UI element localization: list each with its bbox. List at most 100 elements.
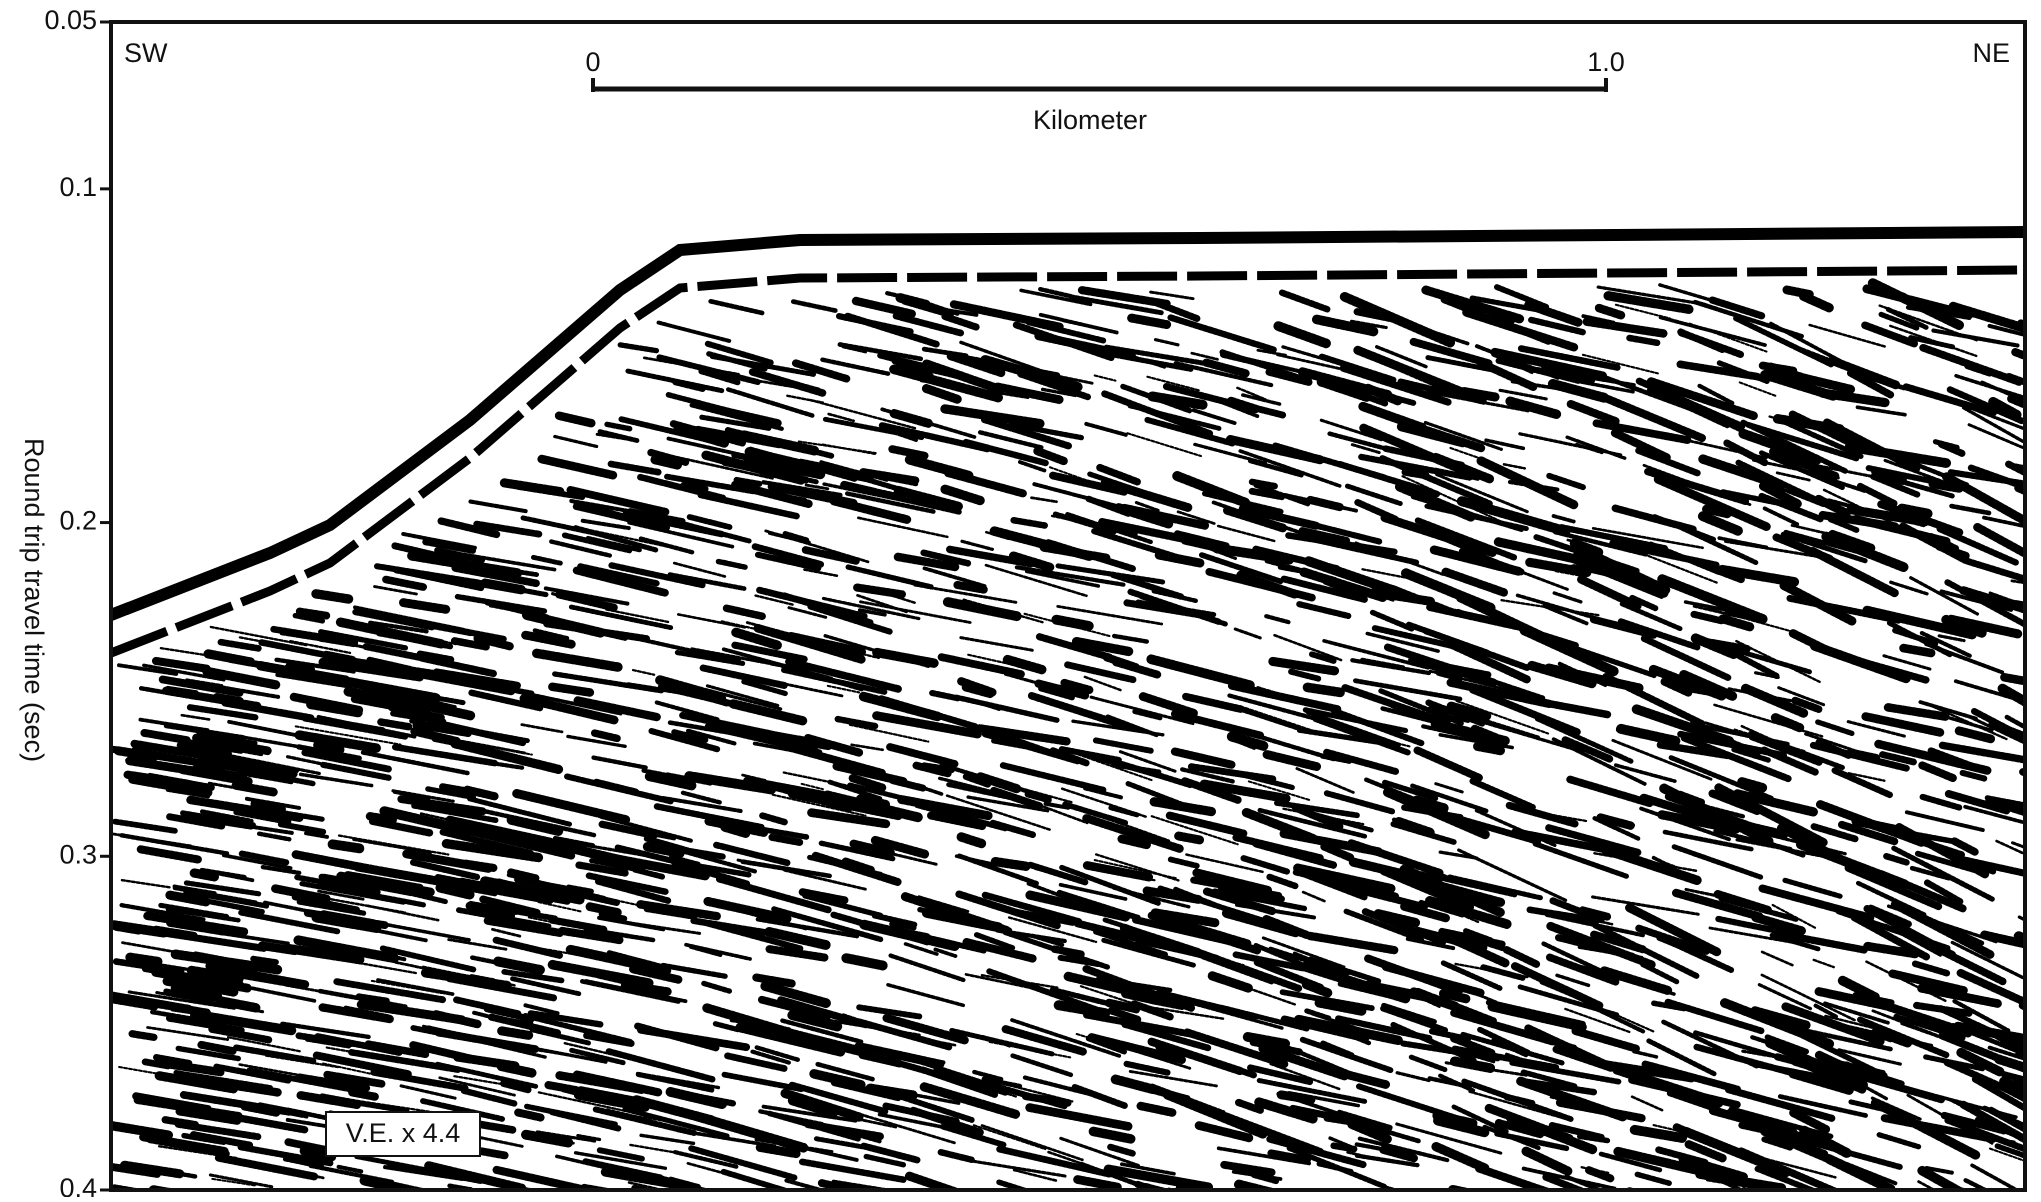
reflection-stroke bbox=[1835, 771, 1890, 795]
reflection-stroke bbox=[518, 1113, 542, 1118]
reflection-stroke bbox=[961, 837, 981, 843]
reflection-stroke bbox=[648, 847, 680, 853]
reflection-stroke bbox=[144, 733, 187, 740]
reflection-stroke bbox=[1339, 1073, 1386, 1085]
reflection-stroke bbox=[374, 1194, 415, 1197]
y-tick-label: 0.1 bbox=[59, 172, 97, 202]
y-tick-label: 0.4 bbox=[59, 1173, 97, 1197]
reflection-stroke bbox=[1972, 1165, 2041, 1197]
reflection-stroke bbox=[1282, 293, 1329, 310]
reflection-stroke bbox=[490, 1192, 525, 1197]
reflection-stroke bbox=[1055, 949, 1081, 954]
reflection-stroke bbox=[633, 670, 654, 675]
reflection-stroke bbox=[471, 502, 526, 512]
reflection-stroke bbox=[1904, 648, 1932, 653]
reflection-stroke bbox=[1310, 500, 1339, 507]
reflection-stroke bbox=[383, 924, 469, 940]
reflection-stroke bbox=[1630, 1192, 1658, 1197]
reflection-stroke bbox=[1740, 382, 1777, 396]
reflection-stroke bbox=[793, 302, 837, 311]
y-tick-label: 0.2 bbox=[59, 506, 97, 536]
reflection-stroke bbox=[1093, 1131, 1131, 1139]
scale-bar-tick-label: 0 bbox=[585, 47, 600, 77]
reflection-stroke bbox=[1089, 1192, 1164, 1197]
reflection-stroke bbox=[1619, 730, 1664, 738]
reflection-stroke bbox=[590, 907, 618, 913]
reflection-stroke bbox=[1956, 681, 2041, 711]
reflection-stroke bbox=[1615, 508, 1693, 529]
reflection-stroke bbox=[1399, 822, 1430, 833]
reflection-stroke bbox=[1787, 290, 1811, 295]
reflection-stroke bbox=[1629, 338, 1658, 343]
reflection-stroke bbox=[122, 880, 171, 887]
reflection-stroke bbox=[472, 958, 497, 963]
reflection-stroke bbox=[1171, 318, 1274, 350]
reflection-stroke bbox=[1922, 765, 1954, 778]
reflection-stroke bbox=[1443, 994, 1467, 1000]
reflection-stroke bbox=[1075, 1087, 1125, 1105]
reflection-stroke bbox=[236, 1048, 314, 1062]
reflection-stroke bbox=[1589, 1170, 1612, 1179]
reflection-stroke bbox=[1662, 579, 1763, 619]
reflection-stroke bbox=[760, 1148, 796, 1154]
reflection-stroke bbox=[1107, 657, 1136, 667]
reflection-stroke bbox=[118, 751, 154, 757]
reflection-stroke bbox=[1327, 752, 1396, 771]
chart: Round trip travel time (sec) SW NE V.E. … bbox=[0, 0, 2041, 1197]
reflection-stroke bbox=[1857, 407, 1906, 415]
reflection-stroke bbox=[1317, 319, 1375, 331]
reflection-stroke bbox=[1127, 433, 1201, 456]
reflection-stroke bbox=[202, 986, 233, 992]
reflection-stroke bbox=[945, 489, 980, 500]
reflection-stroke bbox=[910, 460, 969, 476]
seismic-reflections bbox=[111, 232, 2041, 1197]
reflection-stroke bbox=[207, 671, 276, 684]
reflection-stroke bbox=[1886, 856, 1906, 862]
reflection-stroke bbox=[1297, 769, 1353, 793]
reflection-stroke bbox=[182, 715, 209, 719]
reflection-stroke bbox=[1310, 936, 1394, 950]
reflection-stroke bbox=[426, 542, 474, 551]
reflection-stroke bbox=[1952, 506, 1991, 513]
reflection-stroke bbox=[121, 1191, 212, 1197]
reflection-stroke bbox=[948, 602, 1017, 616]
reflection-stroke bbox=[1156, 340, 1179, 345]
reflection-stroke bbox=[1224, 1165, 1272, 1173]
reflection-stroke bbox=[555, 436, 597, 446]
reflection-stroke bbox=[1186, 697, 1241, 709]
reflection-stroke bbox=[1317, 540, 1416, 562]
reflection-stroke bbox=[1933, 484, 1959, 488]
reflection-stroke bbox=[1504, 464, 1525, 468]
reflection-stroke bbox=[299, 1036, 352, 1044]
reflection-stroke bbox=[1179, 836, 1200, 840]
reflection-stroke bbox=[674, 563, 725, 576]
reflection-stroke bbox=[1278, 326, 1326, 343]
reflection-stroke bbox=[1417, 750, 1479, 777]
reflection-stroke bbox=[533, 557, 560, 563]
reflection-stroke bbox=[784, 773, 858, 788]
reflection-stroke bbox=[522, 725, 562, 732]
reflection-stroke bbox=[498, 962, 540, 970]
reflection-stroke bbox=[1792, 525, 1826, 533]
reflection-stroke bbox=[725, 827, 746, 833]
reflection-stroke bbox=[727, 608, 763, 616]
reflection-stroke bbox=[711, 301, 762, 313]
reflection-stroke bbox=[1463, 1192, 1559, 1197]
reflection-stroke bbox=[1267, 755, 1317, 767]
reflection-stroke bbox=[381, 722, 409, 727]
reflection-stroke bbox=[1177, 476, 1246, 503]
reflection-stroke bbox=[370, 816, 395, 820]
reflection-stroke bbox=[1252, 482, 1275, 486]
reflection-stroke bbox=[640, 904, 716, 916]
reflection-stroke bbox=[1078, 1180, 1118, 1188]
reflection-stroke bbox=[1056, 620, 1089, 626]
reflection-stroke bbox=[386, 1191, 474, 1197]
reflection-stroke bbox=[890, 747, 955, 764]
reflection-stroke bbox=[115, 822, 175, 831]
reflection-stroke bbox=[1575, 1031, 1637, 1049]
reflection-stroke bbox=[221, 642, 260, 648]
reflection-stroke bbox=[1030, 1108, 1128, 1127]
reflection-stroke bbox=[1637, 1174, 1670, 1183]
reflection-stroke bbox=[1151, 659, 1250, 685]
y-tick-label: 0.3 bbox=[59, 839, 97, 869]
